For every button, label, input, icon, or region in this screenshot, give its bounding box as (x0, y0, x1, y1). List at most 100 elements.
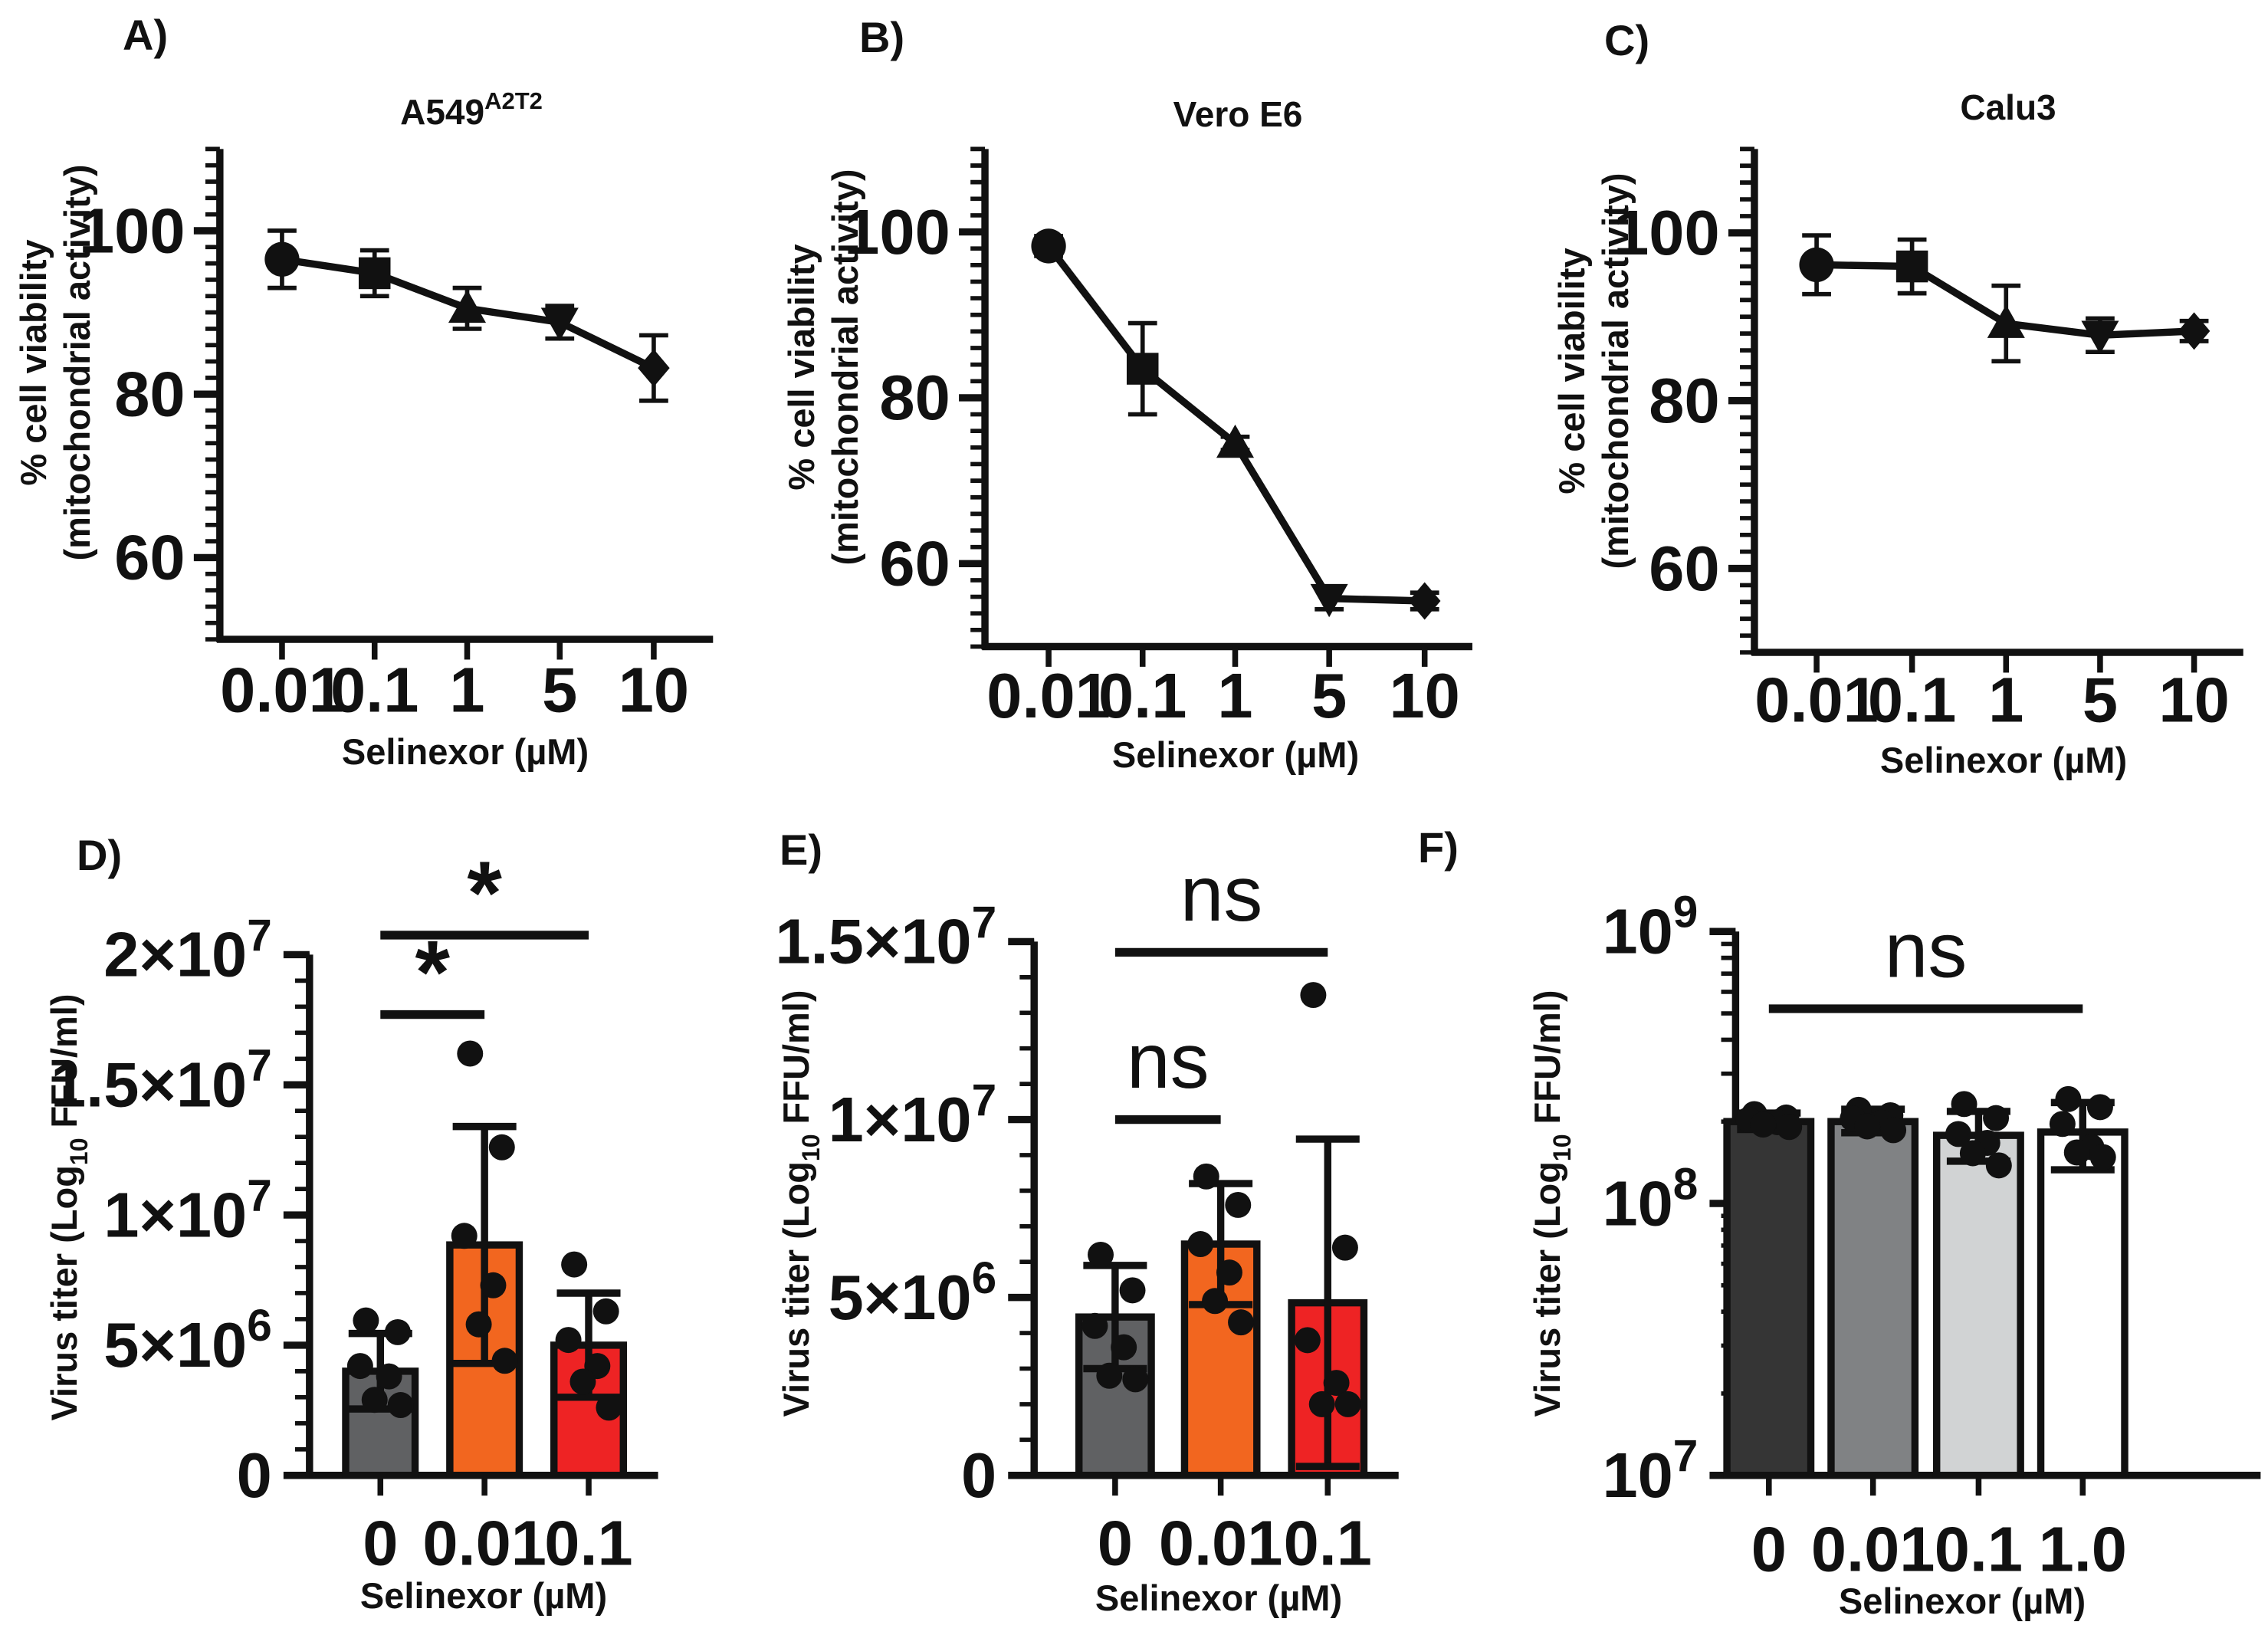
panel-label-b: B) (859, 13, 904, 61)
y-tick-label-d: 5×106 (103, 1301, 272, 1381)
chart-title-c: Calu3 (1960, 87, 2056, 127)
plot-d: ** (342, 842, 628, 1479)
x-axis-title-f: Selinexor (µM) (1839, 1581, 2086, 1621)
data-point-e (1096, 1362, 1123, 1389)
data-point-e (1225, 1191, 1252, 1218)
data-point-f (1776, 1114, 1803, 1141)
series-line-b (1045, 244, 1425, 605)
panel-d: D) Virus titer (Log10 FFU/ml) Selinexor … (44, 831, 658, 1616)
data-point-f (2089, 1144, 2116, 1170)
data-point-e (1300, 982, 1327, 1009)
y-tick-label-e: 0 (961, 1440, 996, 1511)
x-tick-label-c: 5 (2083, 665, 2118, 736)
data-point-e (1187, 1231, 1214, 1257)
panel-label-d: D) (77, 831, 122, 879)
data-point-b (1216, 424, 1255, 458)
chart-title-main-b: Vero E6 (1173, 94, 1303, 134)
x-axis-title-b: Selinexor (µM) (1112, 734, 1359, 775)
x-axis-title-c: Selinexor (µM) (1880, 740, 2127, 780)
data-point-f (1983, 1105, 2010, 1131)
bar-f (1723, 1118, 1815, 1479)
y-axis-title-sub-e: 10 (797, 1134, 825, 1162)
data-point-b (1310, 583, 1348, 618)
panel-e: E) Virus titer (Log10 FFU/ml) Selinexor … (775, 826, 1399, 1618)
plot-e: ns ns (1075, 850, 1368, 1479)
y-axis-title-end-d: FFU/ml) (44, 994, 84, 1138)
chart-title-b: Vero E6 (1173, 94, 1303, 134)
data-point-e (1088, 1241, 1114, 1268)
y-axis-title-f: Virus titer (Log10 FFU/ml) (1527, 990, 1576, 1417)
x-tick-label-a: 1 (449, 654, 484, 725)
x-tick-label-b: 1 (1217, 660, 1252, 731)
data-point-f (2049, 1111, 2076, 1138)
data-point-f (2055, 1085, 2082, 1112)
panel-label-f: F) (1418, 823, 1459, 872)
y-tick-label-a: 100 (79, 195, 185, 266)
data-point-d (488, 1134, 515, 1161)
significance-label-e: ns (1180, 850, 1263, 937)
y-axis-title-main-d: Virus titer (Log (44, 1165, 84, 1420)
data-point-d (592, 1298, 619, 1325)
x-tick-label-a: 10 (619, 654, 689, 725)
y-tick-label-d: 1×107 (103, 1170, 272, 1250)
y-axis-title-d: Virus titer (Log10 FFU/ml) (44, 994, 93, 1421)
x-tick-label-c: 0.1 (1868, 665, 1956, 736)
axes-b: 60 80 100 0.010.1 1 5 10 (844, 146, 1472, 731)
x-axis-title-d: Selinexor (µM) (360, 1575, 607, 1616)
x-tick-label-d: 0.01 (422, 1508, 546, 1579)
panel-label-e: E) (780, 826, 822, 874)
bar-f (2037, 1128, 2129, 1479)
axes-a: 60 80 100 0.010.1 1 5 10 (79, 146, 714, 725)
data-point-b (1126, 353, 1159, 385)
plot-f: ns (1723, 906, 2129, 1479)
data-point-f (1951, 1091, 1978, 1118)
x-axis-title-a: Selinexor (µM) (342, 731, 589, 772)
panel-b: B) Vero E6 % cell viability (mitochondri… (781, 13, 1472, 775)
y-axis-title-end-f: FFU/ml) (1527, 990, 1567, 1134)
y-axis-title-sub-f: 10 (1548, 1134, 1576, 1162)
data-point-e (1119, 1277, 1146, 1304)
y-tick-label-a: 80 (114, 359, 185, 430)
y-axis-title-end-e: FFU/ml) (776, 990, 816, 1134)
y-tick-label-e: 1.5×107 (775, 898, 996, 977)
x-tick-label-f: 0 (1751, 1513, 1787, 1584)
data-point-e (1228, 1309, 1255, 1336)
x-tick-label-b: 0.01 (986, 660, 1111, 731)
y-tick-label-b: 60 (879, 528, 950, 599)
y-axis-title-line2-b: (mitochondrial activity) (825, 169, 865, 565)
y-axis-title-line2-a: (mitochondrial activity) (57, 164, 97, 560)
y-tick-label-f: 107 (1602, 1431, 1698, 1511)
y-tick-label-e: 5×106 (829, 1253, 997, 1333)
y-tick-label-c: 100 (1613, 197, 1720, 268)
panel-c: C) Calu3 % cell viability (mitochondrial… (1551, 16, 2243, 780)
y-tick-label-d: 2×107 (103, 911, 272, 990)
chart-title-main-a: A549 (400, 92, 484, 132)
data-point-e (1331, 1234, 1358, 1261)
y-tick-label-f: 108 (1602, 1159, 1698, 1239)
x-tick-label-e: 0 (1098, 1508, 1133, 1579)
y-tick-label-e: 1×107 (829, 1075, 997, 1155)
y-axis-title-e: Virus titer (Log10 FFU/ml) (776, 990, 825, 1417)
data-point-f (1959, 1140, 1986, 1167)
x-tick-label-c: 1 (1988, 665, 2023, 736)
plot-c (1799, 233, 2211, 364)
data-point-c (1895, 250, 1928, 283)
data-point-f (1854, 1113, 1881, 1140)
data-point-a (448, 289, 487, 323)
data-point-e (1081, 1312, 1108, 1339)
axes-c: 60 80 100 0.010.1 1 5 10 (1613, 146, 2243, 736)
y-tick-label-d: 0 (237, 1440, 272, 1511)
significance-label-e: ns (1127, 1017, 1209, 1105)
data-point-d (387, 1392, 414, 1419)
data-point-f (1750, 1111, 1777, 1138)
x-tick-label-f: 1.0 (2039, 1513, 2127, 1584)
significance-label-f: ns (1885, 906, 1968, 993)
y-tick-label-f: 109 (1602, 888, 1698, 967)
y-tick-label-b: 100 (844, 196, 950, 268)
data-point-d (555, 1327, 582, 1354)
y-axis-title-line1-b: % cell viability (781, 244, 822, 490)
y-axis-title-main-f: Virus titer (Log (1527, 1161, 1567, 1417)
chart-title-a: A549A2T2 (400, 87, 543, 132)
data-point-a (638, 349, 670, 387)
